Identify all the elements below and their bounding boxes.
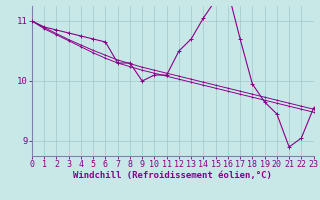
X-axis label: Windchill (Refroidissement éolien,°C): Windchill (Refroidissement éolien,°C) xyxy=(73,171,272,180)
